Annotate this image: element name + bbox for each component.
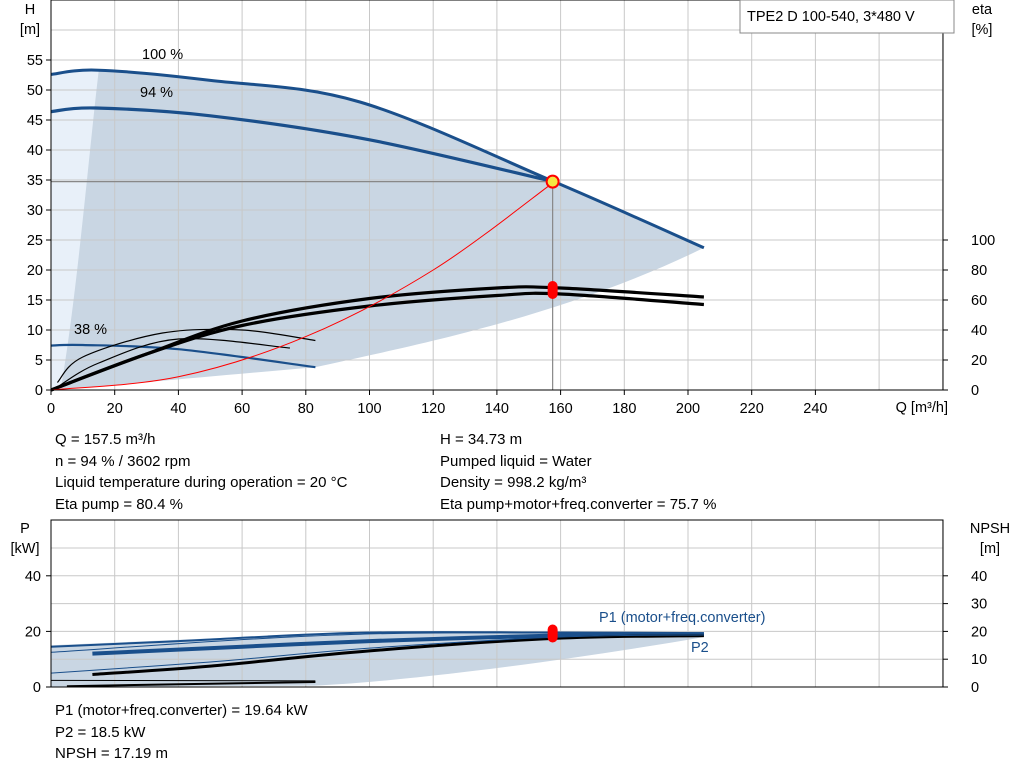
eta-tick-label: 40 (971, 323, 987, 339)
eta-axis-unit: [%] (972, 22, 993, 38)
head-curve (50, 106, 555, 184)
eta-tick-label: 80 (971, 263, 987, 279)
info-flow: Q = 157.5 m³/h (55, 431, 156, 448)
lower-curves (50, 631, 704, 688)
info-head: H = 34.73 m (440, 431, 523, 448)
npsh-tick-label: 20 (971, 624, 987, 640)
npsh-tick-label: 10 (971, 652, 987, 668)
curve-label-100: 100 % (142, 47, 183, 63)
h-tick-label: 40 (27, 143, 43, 159)
upper-axes: 0 20 40 60 80 100 120 140 160 180 200 220 2400510152… (27, 53, 995, 417)
eta-tick-label: 0 (971, 383, 979, 399)
lower-grid (51, 520, 944, 687)
info-left: Q = 157.5 m³/h n = 94 % / 3602 rpm Liqui… (55, 429, 347, 515)
h-tick-label: 20 (27, 263, 43, 279)
x-tick-label: 60 (234, 401, 250, 417)
h-tick-label: 35 (27, 173, 43, 189)
operating-range-fill (51, 70, 704, 390)
info-npsh: NPSH = 17.19 m (55, 745, 168, 762)
info-eta-total: Eta pump+motor+freq.converter = 75.7 % (440, 495, 717, 513)
info-right: H = 34.73 m Pumped liquid = Water Densit… (440, 429, 716, 515)
upper-curves (50, 68, 705, 392)
x-tick-label: 40 (170, 401, 186, 417)
p-tick-label: 0 (33, 680, 41, 696)
info-liquid-temp: Liquid temperature during operation = 20… (55, 474, 348, 491)
operating-range-area (51, 70, 704, 390)
curve-label-94: 94 % (140, 85, 173, 101)
p-tick-label: 40 (25, 569, 41, 585)
info-density: Density = 998.2 kg/m³ (440, 474, 587, 491)
x-tick-label: 140 (485, 401, 509, 417)
head-curve (50, 343, 316, 369)
h-tick-label: 45 (27, 113, 43, 129)
h-tick-label: 10 (27, 323, 43, 339)
info-eta-pump: Eta pump = 80.4 % (55, 495, 183, 513)
npsh-axis-label: NPSH (970, 521, 1010, 537)
npsh-tick-label: 0 (971, 680, 979, 696)
p-tick-label: 20 (25, 624, 41, 640)
chart-title: TPE2 D 100-540, 3*480 V (747, 9, 915, 25)
info-p2: P2 = 18.5 kW (55, 723, 146, 741)
power-curve-thin (50, 632, 704, 653)
h-tick-label: 25 (27, 233, 43, 249)
p1-curve-label: P1 (motor+freq.converter) (599, 610, 765, 626)
eta-tick-label: 60 (971, 293, 987, 309)
p2-curve-label: P2 (691, 640, 709, 656)
eta-curve-reduced-speed (56, 328, 316, 383)
eta-curve-reduced-speed (57, 338, 290, 388)
x-tick-label: 120 (421, 401, 445, 417)
npsh-tick-label: 40 (971, 569, 987, 585)
duty-point-marker (545, 174, 560, 189)
x-tick-label: 240 (803, 401, 827, 417)
x-tick-label: 80 (298, 401, 314, 417)
p2-curve (66, 681, 316, 688)
p1-curve (92, 632, 704, 656)
h-tick-label: 55 (27, 53, 43, 69)
title-box (739, 0, 955, 34)
upper-marks (51, 174, 560, 390)
q-axis-label: Q [m³/h] (896, 400, 948, 416)
curve-label-38: 38 % (74, 322, 107, 338)
h-tick-label: 15 (27, 293, 43, 309)
p-axis-label: P (20, 521, 30, 537)
h-tick-label: 0 (35, 383, 43, 399)
h-axis-label: H (25, 2, 35, 18)
power-curve-thin (50, 634, 704, 674)
x-tick-label: 200 (676, 401, 700, 417)
x-tick-label: 20 (107, 401, 123, 417)
x-tick-label: 100 (357, 401, 381, 417)
p2-curve-low-speed (50, 679, 316, 682)
lower-axes: 0 20 40 0 10 20 30 40 (25, 569, 987, 696)
x-tick-label: 160 (548, 401, 572, 417)
upper-grid (51, 0, 944, 390)
npsh-axis-unit: [m] (980, 541, 1000, 557)
eta-tick-label: 100 (971, 233, 995, 249)
eta-tick-label: 20 (971, 353, 987, 369)
power-duty-marker (547, 624, 558, 643)
lower-marks (547, 624, 558, 643)
head-curve (50, 68, 705, 250)
h-tick-label: 50 (27, 83, 43, 99)
info-p1: P1 (motor+freq.converter) = 19.64 kW (55, 702, 308, 719)
info-speed: n = 94 % / 3602 rpm (55, 452, 191, 470)
info-bottom: P1 (motor+freq.converter) = 19.64 kW P2 … (55, 700, 308, 765)
x-tick-label: 180 (612, 401, 636, 417)
h-tick-label: 30 (27, 203, 43, 219)
p-axis-unit: [kW] (11, 541, 40, 557)
info-pumped-liquid: Pumped liquid = Water (440, 452, 592, 470)
eta-duty-marker (547, 281, 558, 299)
system-curve (50, 181, 555, 391)
x-tick-label: 220 (740, 401, 764, 417)
x-tick-label: 0 (47, 401, 55, 417)
h-axis-unit: [m] (20, 22, 40, 38)
p2-curve (92, 634, 704, 676)
h-tick-label: 5 (35, 353, 43, 369)
eta-axis-label: eta (972, 2, 993, 18)
npsh-tick-label: 30 (971, 597, 987, 613)
